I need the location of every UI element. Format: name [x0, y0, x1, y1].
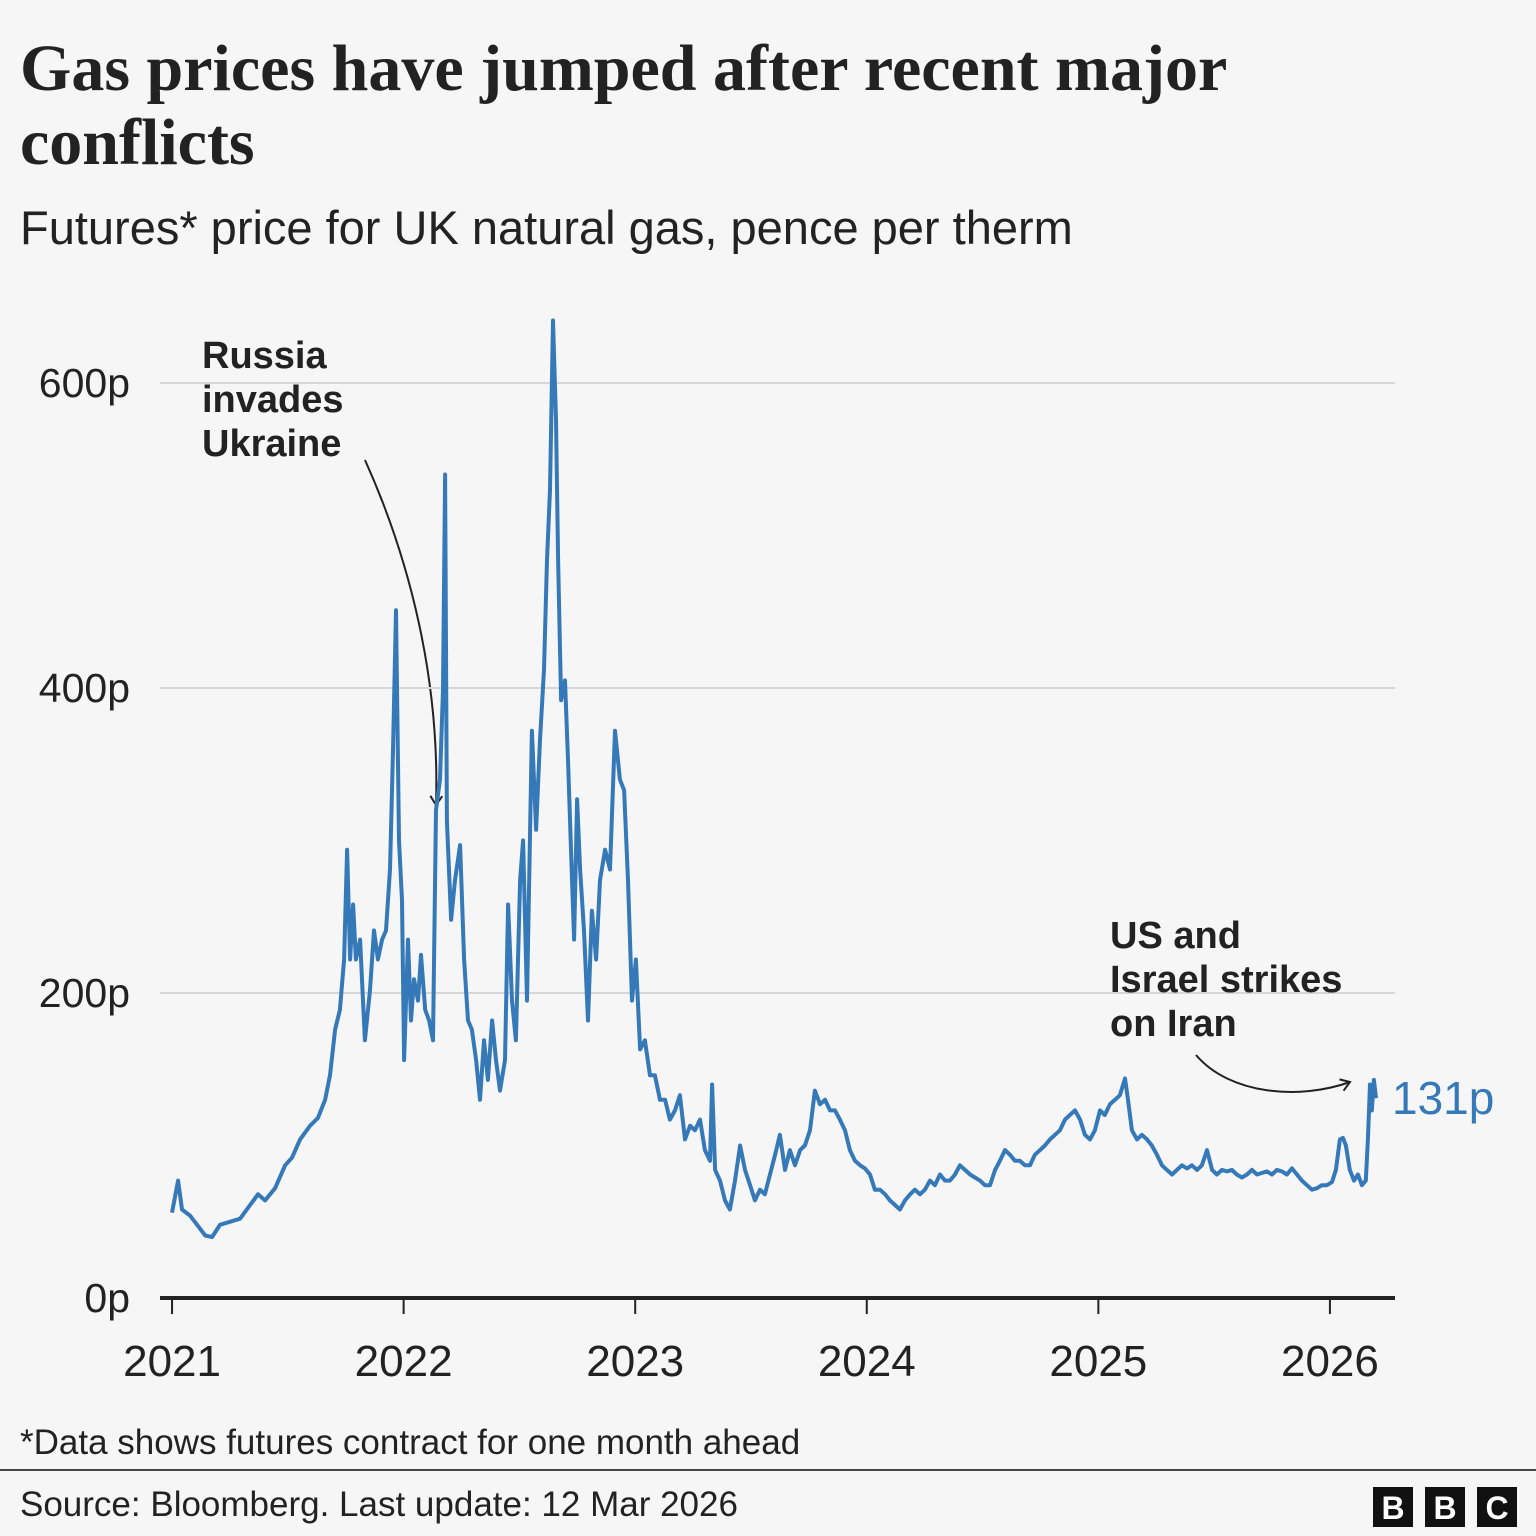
- end-label: 131p: [1392, 1072, 1494, 1124]
- annotation: Russia: [202, 335, 327, 377]
- y-tick-label: 400p: [39, 665, 130, 711]
- logo-box: [1373, 1487, 1413, 1527]
- logo-letter: B: [1381, 1490, 1404, 1526]
- source: Source: Bloomberg. Last update: 12 Mar 2…: [20, 1485, 738, 1524]
- data-line: [170, 318, 1378, 1239]
- annotation-arrow: [1195, 1054, 1352, 1093]
- annotation: on Iran: [1110, 1003, 1237, 1045]
- annotation: US and: [1110, 915, 1241, 957]
- annotation-arrow: [364, 459, 444, 807]
- logo-box: [1425, 1487, 1465, 1527]
- x-tick-label: 2021: [123, 1337, 221, 1386]
- footnote: *Data shows futures contract for one mon…: [20, 1423, 800, 1462]
- y-tick-label: 0p: [84, 1275, 130, 1321]
- x-tick-label: 2025: [1049, 1337, 1147, 1386]
- annotation: Israel strikes: [1110, 959, 1342, 1001]
- y-tick-label: 200p: [39, 970, 130, 1016]
- x-tick-label: 2024: [818, 1337, 916, 1386]
- x-tick-label: 2023: [586, 1337, 684, 1386]
- logo-letter: B: [1433, 1490, 1456, 1526]
- chart-title: Gas prices have jumped after recent majo…: [20, 32, 1227, 179]
- annotation: invades: [202, 379, 344, 421]
- logo-letter: C: [1485, 1490, 1508, 1526]
- logo-box: [1477, 1487, 1517, 1527]
- annotation: Ukraine: [202, 423, 341, 465]
- x-tick-label: 2022: [355, 1337, 453, 1386]
- chart-subtitle: Futures* price for UK natural gas, pence…: [20, 201, 1073, 254]
- x-tick-label: 2026: [1281, 1337, 1379, 1386]
- y-tick-label: 600p: [39, 360, 130, 406]
